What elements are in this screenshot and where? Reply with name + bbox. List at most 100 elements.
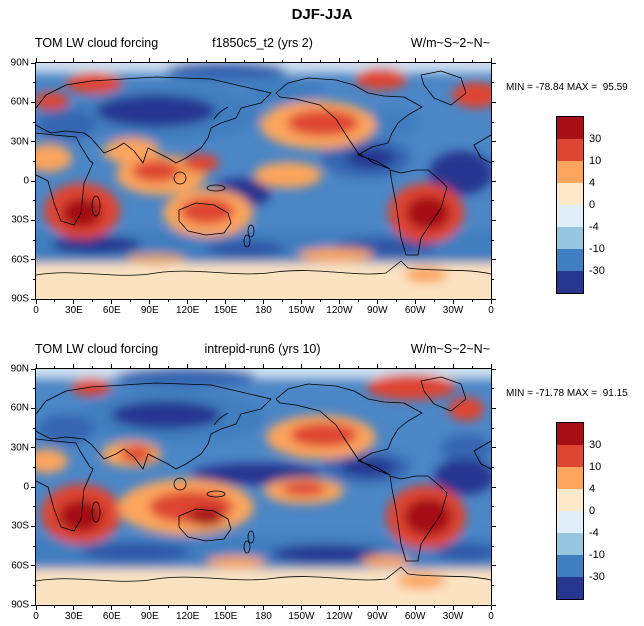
axis-tick: [225, 58, 227, 63]
colorbar-label: 30: [589, 439, 602, 451]
colorbar-segment: [557, 445, 583, 467]
x-tick-label: 180: [255, 611, 272, 622]
axis-tick: [111, 58, 113, 63]
axis-tick: [31, 368, 36, 370]
axis-tick: [491, 466, 494, 468]
axis-tick: [31, 298, 36, 300]
x-tick-label: 60W: [404, 611, 426, 622]
axis-tick: [35, 605, 37, 610]
y-tick-label: 90N: [10, 363, 29, 375]
axis-tick: [31, 219, 36, 221]
x-tick-label: 90E: [140, 305, 159, 316]
axis-tick: [395, 60, 397, 63]
colorbar-label: 30: [589, 133, 602, 145]
x-tick-label: 30W: [442, 305, 464, 316]
axis-tick: [54, 366, 56, 369]
x-tick-label: 30E: [65, 305, 83, 316]
axis-tick: [300, 58, 302, 63]
axis-tick: [357, 366, 359, 369]
axis-tick: [490, 58, 492, 63]
axis-tick: [471, 366, 473, 369]
colorbar-segment: [557, 533, 583, 555]
axis-tick: [491, 545, 494, 547]
contour-map-1: [36, 63, 491, 299]
axis-tick: [452, 364, 454, 369]
x-tick-label: 0: [488, 611, 494, 622]
axis-tick: [111, 364, 113, 369]
axis-tick: [414, 299, 416, 304]
axis-tick: [187, 58, 189, 63]
colorbar-segment: [557, 423, 583, 445]
axis-tick: [73, 364, 75, 369]
axis-tick: [168, 299, 170, 302]
colorbar-label: 10: [589, 461, 602, 473]
axis-tick: [281, 299, 283, 302]
axis-tick: [244, 605, 246, 608]
axis-tick: [491, 447, 496, 449]
axis-tick: [130, 605, 132, 608]
axis-tick: [225, 605, 227, 610]
colorbar: 30 10 4 0 -4 -10 -30: [556, 422, 605, 600]
axis-tick: [31, 565, 36, 567]
y-tick-label: 90N: [10, 57, 29, 69]
axis-tick: [111, 299, 113, 304]
x-tick-label: 90W: [366, 305, 388, 316]
axis-tick: [111, 605, 113, 610]
axis-tick: [414, 58, 416, 63]
colorbar-segment: [557, 467, 583, 489]
axis-tick: [452, 299, 454, 304]
axis-tick: [376, 605, 378, 610]
axis-tick: [33, 584, 36, 586]
panel-header: TOM LW cloud forcing f1850c5_t2 (yrs 2) …: [35, 36, 490, 54]
axis-tick: [35, 299, 37, 304]
axis-tick: [168, 60, 170, 63]
axis-tick: [357, 60, 359, 63]
colorbar-label: 4: [589, 177, 596, 189]
axis-tick: [92, 299, 94, 302]
axis-tick: [263, 58, 264, 63]
axis-tick: [491, 565, 496, 567]
axis-tick: [452, 605, 454, 610]
colorbar-segment: [557, 117, 583, 139]
colorbar-label: 10: [589, 155, 602, 167]
colorbar-segment: [557, 183, 583, 205]
axis-tick: [319, 366, 321, 369]
y-tick-label: 30N: [10, 442, 29, 454]
axis-tick: [244, 366, 246, 369]
colorbar-segment: [557, 271, 583, 293]
axis-tick: [376, 58, 378, 63]
axis-tick: [130, 60, 132, 63]
axis-tick: [31, 407, 36, 409]
x-tick-label: 0: [33, 611, 39, 622]
colorbar-segment: [557, 139, 583, 161]
x-tick-label: 180: [255, 305, 272, 316]
colorbar-label: -4: [589, 221, 599, 233]
axis-tick: [263, 364, 264, 369]
y-tick-label: 90S: [11, 599, 29, 611]
axis-tick: [491, 219, 496, 221]
axis-tick: [33, 388, 36, 390]
axis-tick: [395, 366, 397, 369]
x-tick-label: 0: [488, 305, 494, 316]
axis-tick: [33, 278, 36, 280]
axis-tick: [491, 259, 496, 261]
colorbar-segment: [557, 227, 583, 249]
axis-tick: [149, 364, 151, 369]
axis-tick: [206, 605, 208, 608]
colorbar-segment: [557, 577, 583, 599]
axis-tick: [491, 506, 494, 508]
page-title: DJF-JJA: [291, 6, 353, 23]
colorbar-segment: [557, 161, 583, 183]
axis-tick: [490, 364, 492, 369]
axis-tick: [225, 364, 227, 369]
axis-tick: [300, 364, 302, 369]
x-tick-label: 150E: [213, 305, 238, 316]
x-tick-label: 120E: [175, 305, 200, 316]
axis-tick: [491, 180, 496, 182]
axis-tick: [31, 447, 36, 449]
axis-tick: [338, 364, 340, 369]
x-tick-label: 60W: [404, 305, 426, 316]
x-tick-label: 90E: [140, 611, 159, 622]
axis-tick: [490, 605, 492, 610]
colorbar-label: 4: [589, 483, 596, 495]
